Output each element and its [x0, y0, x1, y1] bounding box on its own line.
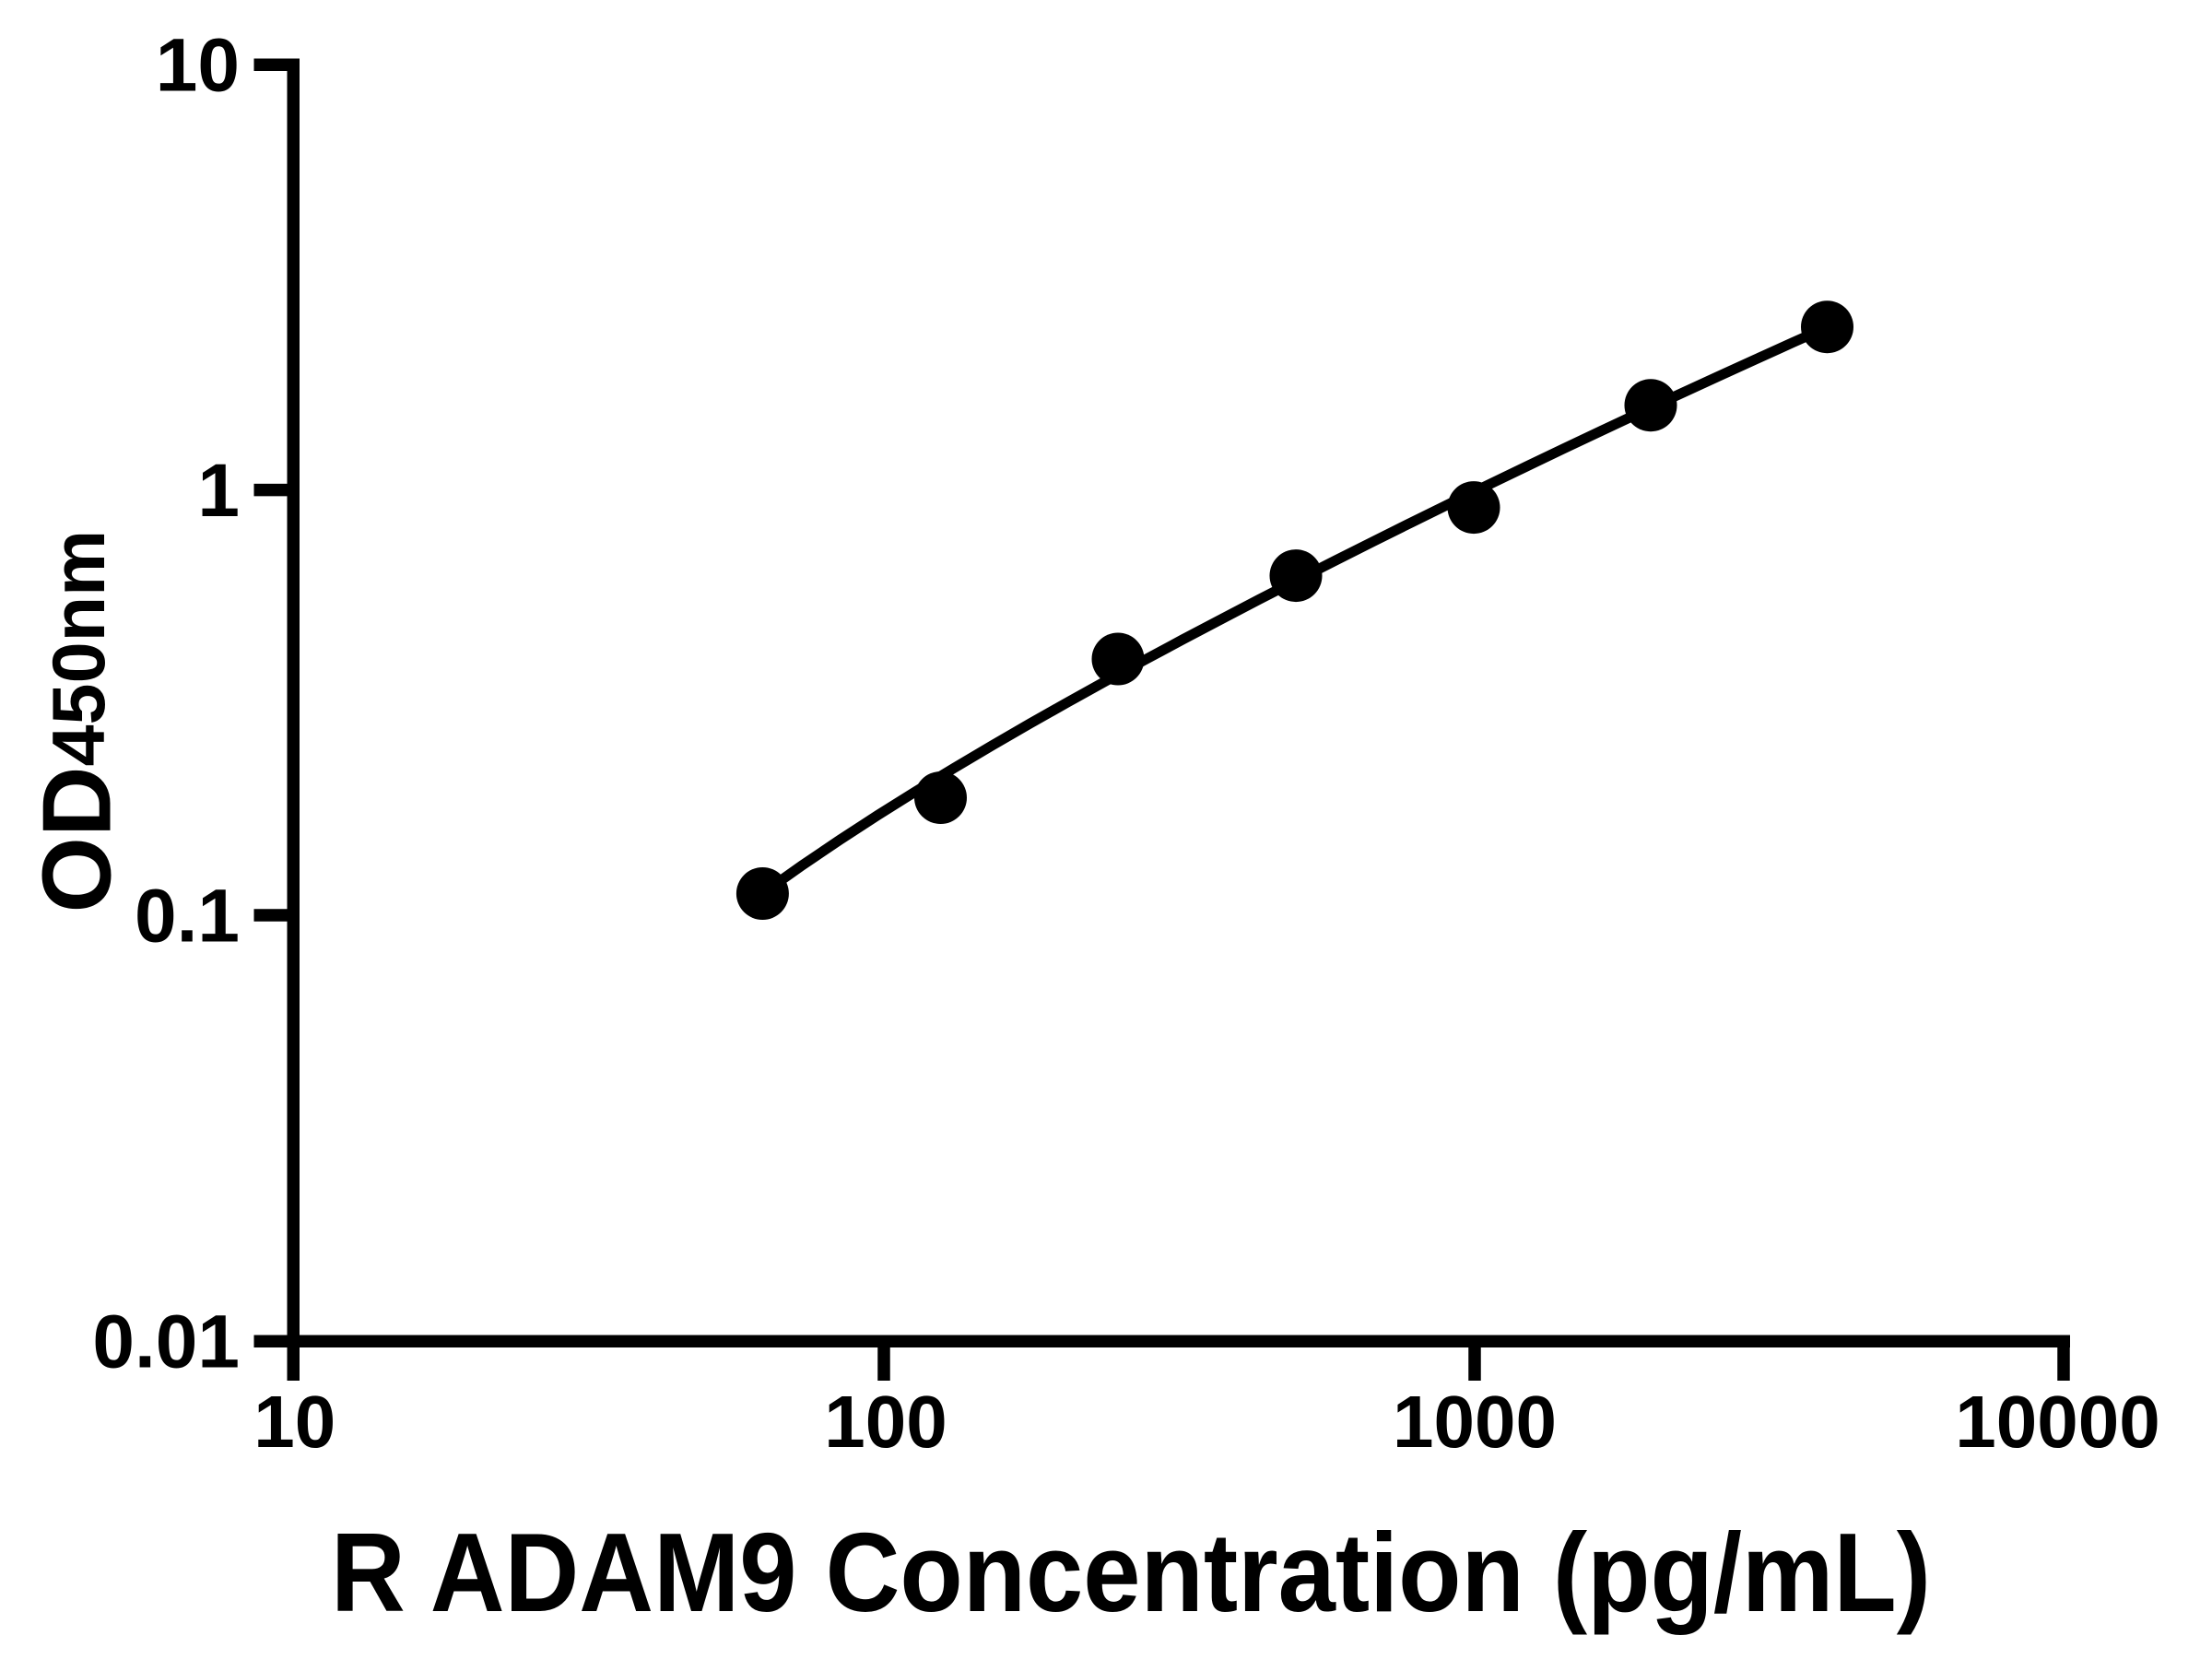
svg-text:100: 100 — [824, 1381, 947, 1463]
svg-text:1000: 1000 — [1393, 1381, 1557, 1463]
svg-text:0.01: 0.01 — [92, 1300, 240, 1383]
svg-text:10: 10 — [156, 23, 240, 107]
svg-text:10000: 10000 — [1955, 1381, 2159, 1463]
svg-text:0.1: 0.1 — [135, 874, 240, 958]
svg-text:1: 1 — [197, 449, 240, 533]
svg-text:R ADAM9 Concentration (pg/mL): R ADAM9 Concentration (pg/mL) — [331, 1510, 1931, 1635]
svg-text:OD450nm: OD450nm — [23, 530, 132, 913]
svg-text:10: 10 — [253, 1381, 335, 1463]
